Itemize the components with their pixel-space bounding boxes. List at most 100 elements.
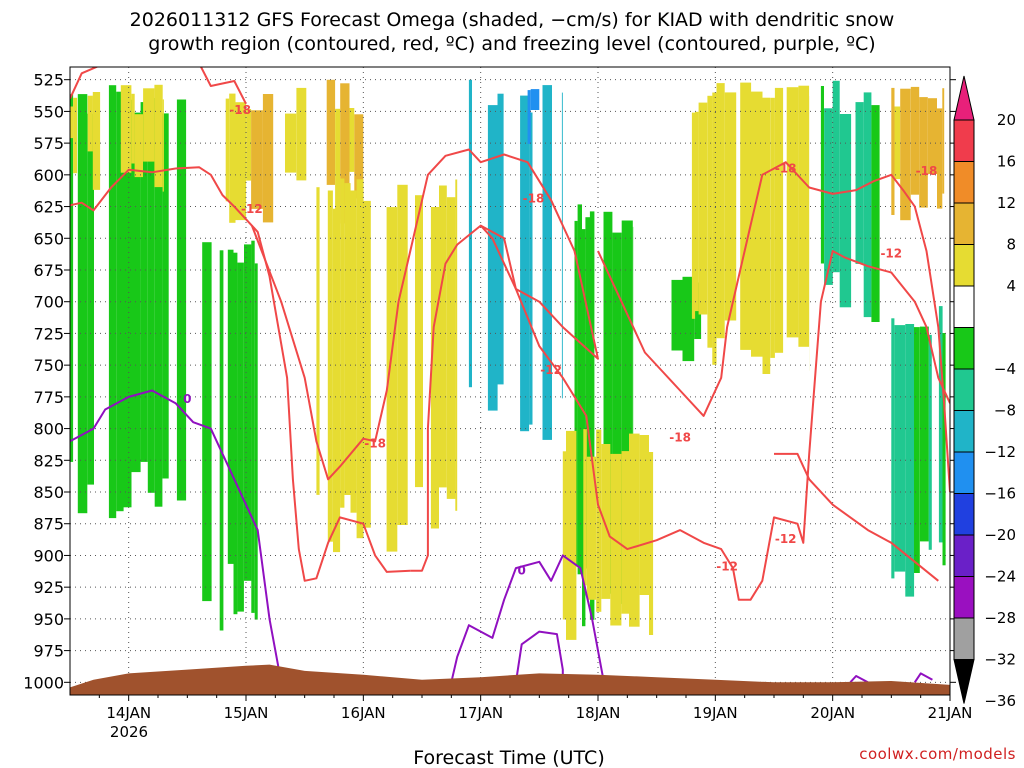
omega-cell — [131, 112, 141, 473]
terrain-fill — [70, 664, 950, 695]
dgz-contour — [597, 161, 950, 493]
colorbar-tick-label: −16 — [984, 485, 1016, 503]
y-tick-label: 675 — [33, 261, 64, 280]
omega-cell — [762, 97, 771, 374]
y-tick-label: 750 — [33, 356, 64, 375]
y-tick-label: 650 — [33, 229, 64, 248]
omega-region — [316, 178, 458, 553]
omega-cell — [561, 92, 563, 399]
colorbar-band — [953, 327, 975, 370]
omega-cell — [131, 93, 135, 164]
omega-cell — [583, 429, 587, 586]
omega-region — [820, 80, 880, 322]
omega-cell — [251, 110, 263, 209]
x-tick-label: 18JAN — [576, 704, 621, 722]
y-tick-label: 875 — [33, 515, 64, 534]
omega-cell — [87, 95, 93, 152]
x-year-label: 2026 — [110, 723, 148, 741]
freezing-contour — [913, 672, 933, 683]
omega-cell — [244, 244, 252, 581]
omega-cell — [530, 89, 540, 110]
omega-cell — [621, 451, 629, 614]
dgz-contour — [774, 452, 939, 582]
freezing-contour — [849, 675, 869, 684]
omega-region — [891, 306, 946, 597]
omega-cell — [176, 99, 187, 501]
colorbar: 20 16 12 8 4 −4 −8 −12 −16 −20 −24 −28 −32 −36 — [953, 75, 1016, 710]
omega-cell — [92, 92, 101, 190]
freezing-contour — [70, 389, 283, 683]
omega-cell — [586, 456, 597, 600]
y-tick-label: 950 — [33, 610, 64, 629]
omega-cell — [335, 108, 341, 220]
y-axis: 525 550 575 600 625 650 675 700 725 750 775 800 825 8… — [23, 71, 956, 692]
omega-cell — [446, 197, 456, 499]
omega-cell — [520, 95, 530, 432]
omega-cell — [296, 87, 307, 181]
omega-cell — [262, 94, 274, 223]
omega-cell — [820, 86, 824, 264]
omega-cell — [219, 250, 224, 631]
terrain — [70, 664, 950, 695]
omega-cell — [621, 220, 633, 583]
colorbar-tick-label: −20 — [984, 526, 1016, 544]
colorbar-band — [953, 493, 975, 536]
gridlines — [70, 67, 950, 695]
omega-cell — [824, 108, 833, 285]
colorbar-band — [953, 576, 975, 619]
omega-cell — [914, 327, 920, 573]
omega-region — [891, 86, 945, 221]
colorbar-tick-label: 16 — [997, 153, 1016, 171]
dgz-contour-label: -18 — [229, 103, 251, 117]
credit-text: coolwx.com/models — [859, 745, 1016, 763]
omega-cell — [237, 262, 244, 612]
y-tick-label: 800 — [33, 420, 64, 439]
colorbar-band — [953, 534, 975, 577]
omega-cell — [143, 88, 155, 162]
y-tick-label: 900 — [33, 546, 64, 565]
omega-cell — [227, 249, 234, 564]
colorbar-over-triangle — [953, 75, 975, 121]
y-tick-label: 725 — [33, 324, 64, 343]
dgz-contour-label: -12 — [540, 363, 562, 377]
omega-cell — [344, 183, 351, 495]
omega-cell — [919, 326, 929, 542]
colorbar-tick-label: 20 — [997, 111, 1016, 129]
y-tick-label: 625 — [33, 198, 64, 217]
omega-cell — [774, 87, 784, 353]
dgz-contour-label: -12 — [716, 560, 738, 574]
omega-cell — [154, 87, 163, 507]
omega-cell — [162, 113, 169, 479]
omega-cell — [839, 114, 852, 308]
omega-cell — [134, 114, 143, 178]
dgz-contour — [199, 67, 247, 105]
omega-cell — [202, 242, 212, 602]
dgz-contour-label: -12 — [775, 532, 797, 546]
omega-cell — [707, 95, 713, 348]
dgz-contour-label: -18 — [775, 161, 797, 175]
omega-cell — [397, 184, 408, 526]
omega-cell — [439, 185, 447, 488]
omega-cell — [566, 430, 577, 640]
omega-cell — [77, 94, 88, 514]
dgz-contour-label: -18 — [364, 437, 386, 451]
omega-region — [527, 89, 540, 144]
omega-cell — [354, 114, 364, 199]
omega-cell — [589, 211, 595, 620]
omega-cell — [316, 187, 320, 495]
omega-cell — [116, 91, 124, 512]
omega-cell — [251, 240, 255, 613]
x-tick-label: 16JAN — [341, 704, 386, 722]
omega-cell — [629, 433, 640, 627]
omega-cell — [574, 220, 578, 567]
omega-cell — [246, 109, 252, 181]
omega-cell — [529, 112, 533, 425]
omega-cell — [671, 279, 683, 351]
colorbar-under-triangle — [953, 659, 975, 704]
omega-cell — [891, 318, 895, 579]
y-tick-label: 575 — [33, 134, 64, 153]
omega-cell — [716, 83, 725, 339]
dgz-contour-label: -12 — [241, 202, 263, 216]
dgz-contour-label: -18 — [669, 430, 691, 444]
freezing-contour — [514, 630, 564, 683]
